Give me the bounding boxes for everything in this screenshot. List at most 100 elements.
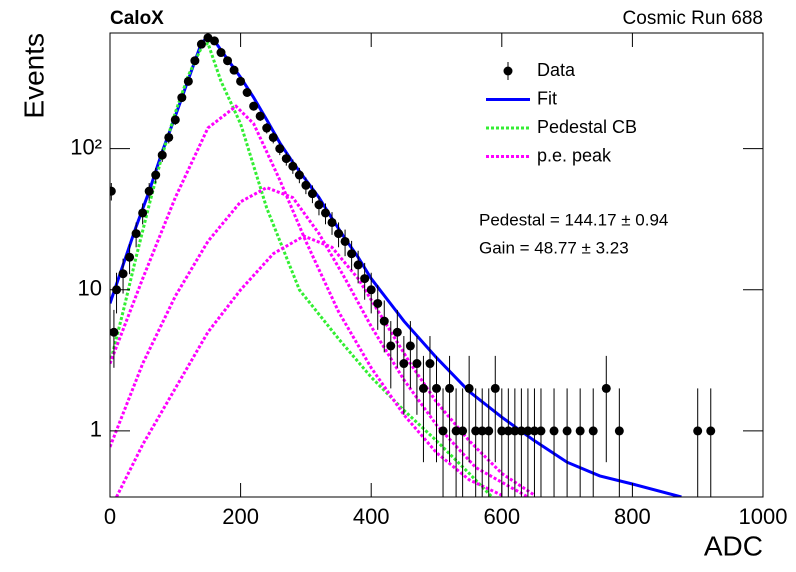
data-point	[484, 426, 494, 436]
data-point	[268, 132, 278, 142]
data-point	[118, 269, 128, 279]
fit-curve	[110, 185, 529, 497]
legend-label: p.e. peak	[537, 145, 612, 165]
data-point	[425, 359, 435, 369]
data-point	[471, 426, 481, 436]
data-point	[262, 123, 272, 133]
data-point	[131, 229, 141, 239]
x-axis-label: ADC	[704, 530, 763, 561]
data-point	[516, 426, 526, 436]
data-point	[392, 327, 402, 337]
x-tick-label: 800	[614, 504, 651, 529]
data-point	[334, 229, 344, 239]
data-point	[307, 189, 317, 199]
data-point	[177, 93, 187, 103]
legend-marker	[503, 66, 513, 76]
legend-label: Fit	[537, 88, 557, 108]
data-point	[418, 383, 428, 393]
data-point	[464, 383, 474, 393]
legend-label: Pedestal CB	[537, 117, 637, 137]
data-point	[288, 161, 298, 171]
data-point	[497, 426, 507, 436]
data-point	[588, 426, 598, 436]
data-point	[164, 132, 174, 142]
data-point	[510, 426, 520, 436]
data-point	[432, 383, 441, 393]
legend-label: Data	[537, 60, 576, 80]
data-point	[373, 298, 383, 308]
annotation: Gain = 48.77 ± 3.23	[479, 238, 629, 257]
data-point	[236, 76, 246, 86]
data-point	[347, 249, 357, 259]
y-tick-label: 10	[78, 276, 102, 301]
x-tick-label: 0	[104, 504, 116, 529]
data-point	[503, 426, 513, 436]
data-point	[144, 186, 154, 196]
data-point	[693, 426, 703, 436]
plot-frame	[109, 32, 764, 498]
data-point	[138, 208, 148, 218]
data-point	[281, 154, 291, 164]
data-point	[183, 76, 193, 86]
data-point	[314, 200, 324, 210]
data-point	[229, 65, 239, 75]
data-point	[477, 426, 487, 436]
data-point	[209, 36, 219, 46]
data-point	[255, 111, 265, 121]
chart-title: CaloX	[110, 8, 164, 29]
data-point	[575, 426, 585, 436]
data-point	[529, 426, 539, 436]
plot-area	[110, 33, 716, 497]
data-point	[379, 316, 389, 326]
data-point	[223, 56, 233, 66]
data-point	[151, 170, 161, 180]
data-point	[327, 217, 337, 227]
data-point	[196, 39, 206, 49]
data-point	[451, 426, 461, 436]
data-point	[366, 285, 376, 295]
data-point	[294, 170, 304, 180]
data-point	[157, 150, 167, 160]
fit-curve	[110, 104, 503, 497]
data-point	[301, 180, 311, 190]
data-point	[405, 341, 415, 351]
data-point	[110, 327, 119, 337]
data-point	[340, 236, 350, 246]
data-point	[536, 426, 546, 436]
data-point	[445, 383, 455, 393]
data-point	[412, 359, 422, 369]
data-point	[275, 144, 285, 154]
data-point	[170, 115, 180, 125]
data-point	[562, 426, 572, 436]
annotation: Pedestal = 144.17 ± 0.94	[479, 210, 668, 229]
data-point	[360, 274, 370, 284]
data-point	[110, 186, 116, 196]
data-point	[353, 260, 363, 270]
y-tick-label: 10²	[70, 134, 102, 159]
chart-subtitle: Cosmic Run 688	[623, 8, 763, 29]
data-point	[216, 48, 226, 58]
data-point	[458, 426, 468, 436]
data-point	[320, 208, 330, 218]
x-tick-label: 1000	[739, 504, 788, 529]
x-tick-label: 200	[222, 504, 259, 529]
data-point	[399, 359, 409, 369]
data-point	[614, 426, 624, 436]
data-point	[438, 426, 448, 436]
data-point	[249, 101, 259, 111]
data-point	[386, 341, 396, 351]
data-point	[706, 426, 716, 436]
data-point	[523, 426, 533, 436]
x-tick-label: 600	[483, 504, 520, 529]
data-point	[549, 426, 559, 436]
data-point	[242, 87, 252, 97]
data-point	[490, 383, 500, 393]
data-point	[190, 56, 200, 66]
data-point	[125, 252, 135, 262]
y-axis-label: Events	[18, 33, 49, 119]
data-point	[601, 383, 611, 393]
x-tick-label: 400	[353, 504, 390, 529]
y-tick-label: 1	[90, 417, 102, 442]
